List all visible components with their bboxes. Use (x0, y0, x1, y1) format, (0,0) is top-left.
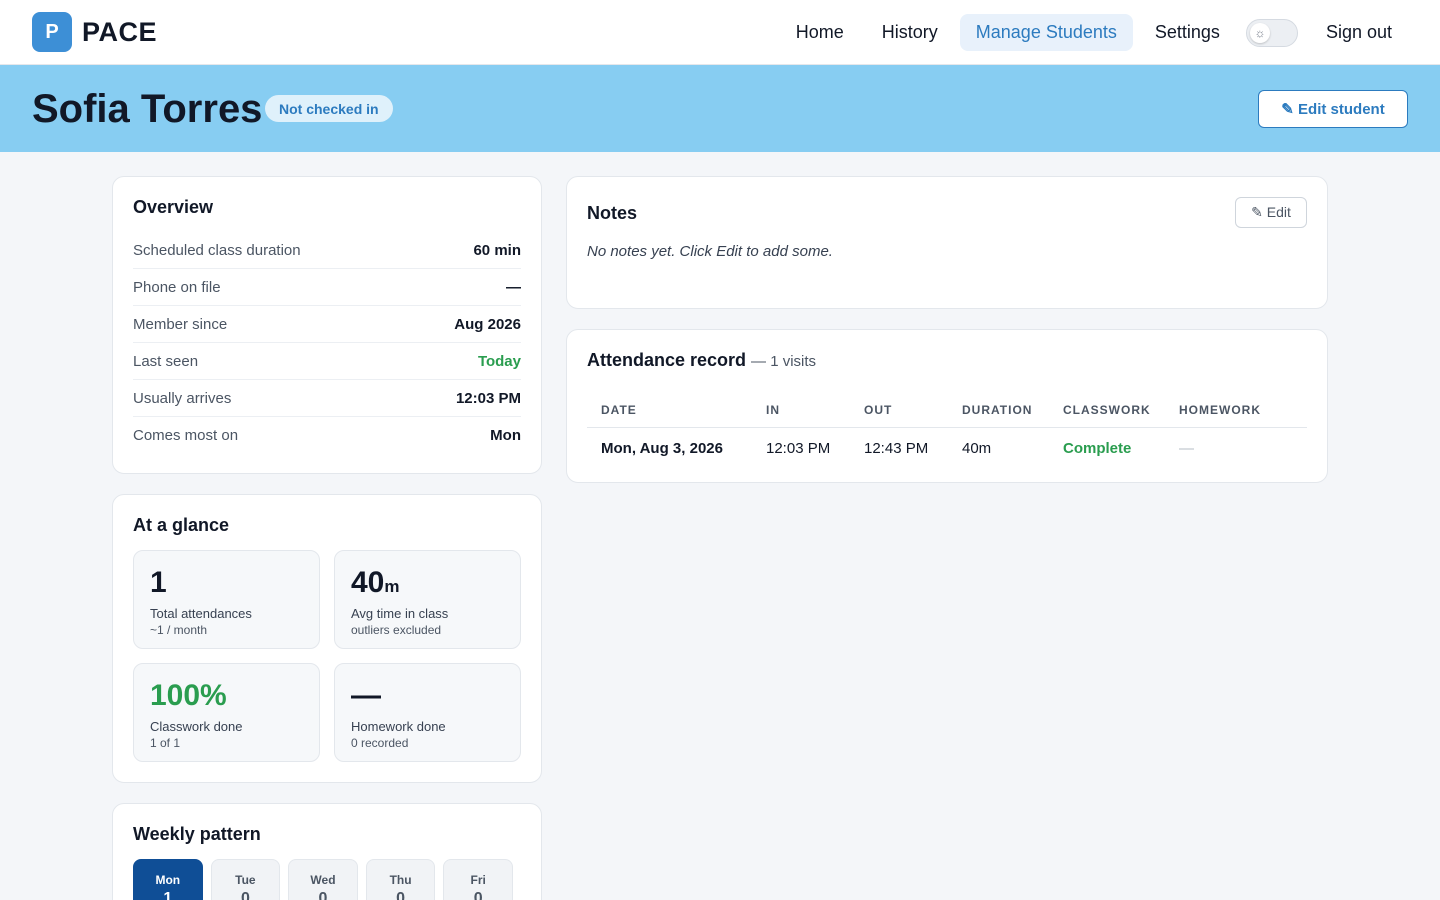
weekly-pattern-title: Weekly pattern (133, 824, 261, 844)
attendance-title: Attendance record (587, 350, 747, 370)
page-title: Sofia Torres (32, 87, 263, 131)
overview-list: Scheduled class duration 60 min Phone on… (133, 232, 521, 454)
day-tue: Tue 0 (210, 859, 281, 900)
at-a-glance-card: At a glance 1 Total attendances ~1 / mon… (112, 494, 542, 783)
overview-row: Comes most on Mon (133, 417, 521, 454)
nav-history[interactable]: History (881, 22, 938, 42)
overview-row: Usually arrives 12:03 PM (133, 380, 521, 417)
sign-out-link[interactable]: Sign out (1325, 22, 1392, 42)
stat-unit: m (384, 577, 400, 596)
stat-value: 1 (150, 566, 167, 599)
table-row[interactable]: Mon, Aug 3, 2026 12:03 PM 12:43 PM 40m C… (587, 427, 1307, 469)
main-nav: Home History Manage Students Settings ☼ … (774, 14, 1408, 51)
stat-label: Homework done (351, 719, 446, 734)
stat-total-attendances: 1 Total attendances ~1 / month (133, 550, 320, 649)
table-header-row: DATE IN OUT DURATION CLASSWORK HOMEWORK (587, 393, 1307, 428)
stat-homework-done: — Homework done 0 recorded (334, 663, 521, 762)
attendance-header: Attendance record — 1 visits (587, 350, 1307, 371)
stat-label: Avg time in class (351, 606, 449, 621)
attendance-table: DATE IN OUT DURATION CLASSWORK HOMEWORK … (587, 393, 1307, 469)
stat-sub: 0 recorded (351, 736, 409, 750)
notes-card: Notes ✎ Edit No notes yet. Click Edit to… (566, 176, 1328, 309)
day-name: Mon (155, 873, 181, 887)
student-header: Sofia Torres Not checked in ✎ Edit stude… (0, 65, 1440, 152)
day-count: 0 (396, 890, 406, 900)
nav-settings[interactable]: Settings (1154, 22, 1220, 42)
day-count: 1 (163, 890, 173, 900)
stat-classwork-done: 100% Classwork done 1 of 1 (133, 663, 320, 762)
overview-card: Overview Scheduled class duration 60 min… (112, 176, 542, 474)
overview-row: Member since Aug 2026 (133, 306, 521, 343)
at-a-glance-title: At a glance (133, 515, 230, 535)
overview-label: Scheduled class duration (133, 241, 301, 259)
overview-label: Usually arrives (133, 389, 232, 407)
overview-label: Comes most on (133, 427, 239, 444)
notes-empty-text: No notes yet. Click Edit to add some. (587, 243, 833, 260)
day-count: 0 (240, 890, 250, 900)
stat-sub: ~1 / month (150, 623, 208, 637)
nav-manage-students[interactable]: Manage Students (959, 14, 1133, 51)
stat-label: Total attendances (150, 606, 252, 621)
cell-out: 12:43 PM (864, 439, 929, 457)
overview-value: Aug 2026 (454, 315, 521, 333)
column-header-in: IN (752, 393, 850, 428)
stat-value: 100% (150, 679, 227, 712)
cell-homework: — (1179, 439, 1194, 457)
cell-duration: 40m (962, 439, 992, 457)
attendance-card: Attendance record — 1 visits DATE IN OUT… (566, 329, 1328, 483)
stat-sub: 1 of 1 (150, 736, 181, 750)
overview-label: Member since (133, 315, 228, 333)
weekly-pattern-card: Weekly pattern Mon 1 Tue 0 Wed 0 Thu 0 F… (112, 803, 542, 900)
overview-row: Phone on file — (133, 269, 521, 306)
overview-label: Phone on file (133, 278, 221, 296)
cell-classwork: Complete (1063, 439, 1132, 457)
overview-title: Overview (133, 197, 214, 217)
day-name: Wed (310, 873, 336, 887)
notes-title: Notes (587, 203, 638, 223)
day-count: 0 (318, 890, 328, 900)
day-count: 0 (473, 890, 483, 900)
stat-avg-time: 40m Avg time in class outliers excluded (334, 550, 521, 649)
column-header-date: DATE (587, 393, 752, 428)
weekday-list: Mon 1 Tue 0 Wed 0 Thu 0 Fri 0 (133, 859, 521, 900)
logo-mark-icon: P (32, 12, 72, 52)
day-name: Fri (470, 873, 486, 887)
attendance-count: — 1 visits (751, 353, 817, 370)
day-thu: Thu 0 (365, 859, 436, 900)
overview-row: Scheduled class duration 60 min (133, 232, 521, 269)
stat-value: — (351, 679, 381, 712)
overview-value: Mon (490, 427, 521, 444)
brand-name: PACE (82, 16, 158, 47)
overview-label: Last seen (133, 352, 199, 370)
sun-icon: ☼ (1249, 22, 1270, 43)
theme-toggle[interactable]: ☼ (1245, 18, 1298, 47)
cell-date: Mon, Aug 3, 2026 (601, 439, 723, 457)
day-fri: Fri 0 (443, 859, 513, 900)
column-header-homework: HOMEWORK (1165, 393, 1307, 428)
stat-label: Classwork done (150, 719, 243, 734)
notes-edit-button[interactable]: ✎ Edit (1235, 197, 1307, 228)
day-wed: Wed 0 (288, 859, 358, 900)
column-header-out: OUT (850, 393, 948, 428)
column-header-duration: DURATION (948, 393, 1049, 428)
brand-logo[interactable]: P PACE (32, 12, 157, 52)
stat-value: 40 (351, 566, 385, 599)
nav-home[interactable]: Home (795, 22, 844, 42)
overview-value: Today (477, 352, 521, 370)
day-mon: Mon 1 (133, 859, 203, 900)
status-badge: Not checked in (265, 95, 393, 122)
top-navigation-bar: P PACE Home History Manage Students Sett… (0, 0, 1440, 65)
overview-value: 60 min (473, 241, 521, 259)
stat-sub: outliers excluded (351, 623, 442, 637)
overview-value: 12:03 PM (455, 389, 521, 407)
day-name: Tue (235, 873, 256, 887)
day-name: Thu (389, 873, 412, 887)
cell-in: 12:03 PM (766, 439, 831, 457)
overview-value: — (506, 278, 521, 296)
column-header-classwork: CLASSWORK (1049, 393, 1165, 428)
stat-grid: 1 Total attendances ~1 / month 40m Avg t… (133, 550, 521, 762)
overview-row: Last seen Today (133, 343, 521, 380)
edit-student-button[interactable]: ✎ Edit student (1258, 90, 1408, 128)
